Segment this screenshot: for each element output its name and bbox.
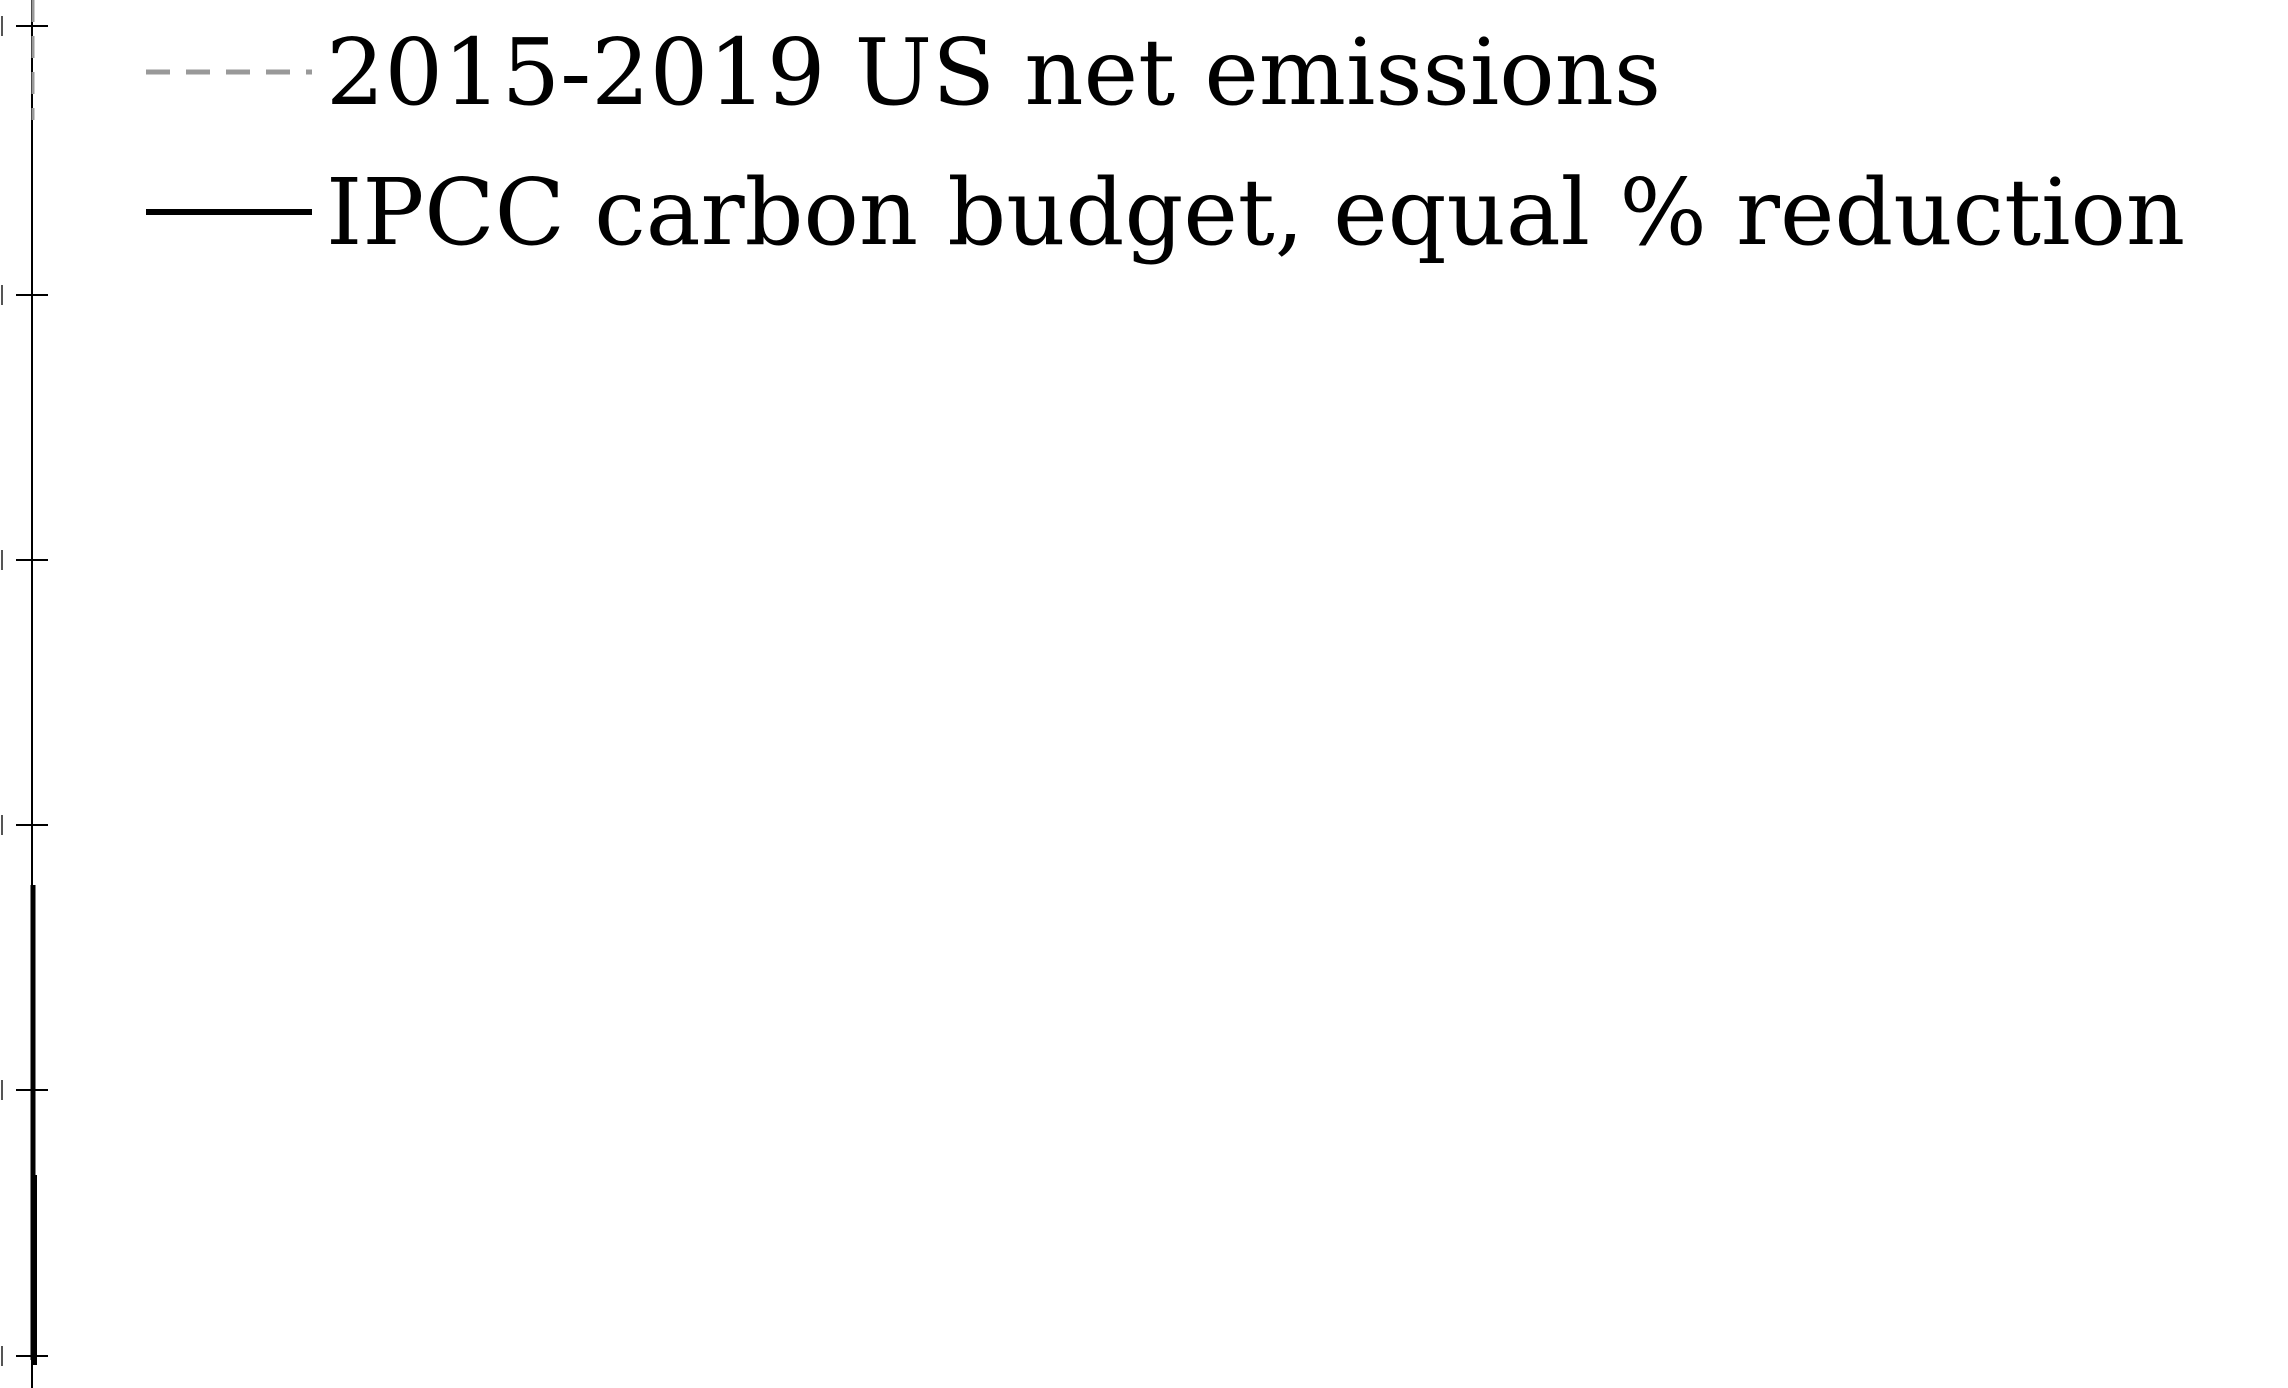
legend: 2015-2019 US net emissions IPCC carbon b… <box>146 19 2185 266</box>
plot-area <box>30 0 37 1365</box>
legend-label-ipcc-budget: IPCC carbon budget, equal % reduction <box>326 159 2185 266</box>
y-axis <box>1 0 48 1388</box>
legend-label-us-net-emissions: 2015-2019 US net emissions <box>326 19 1661 126</box>
